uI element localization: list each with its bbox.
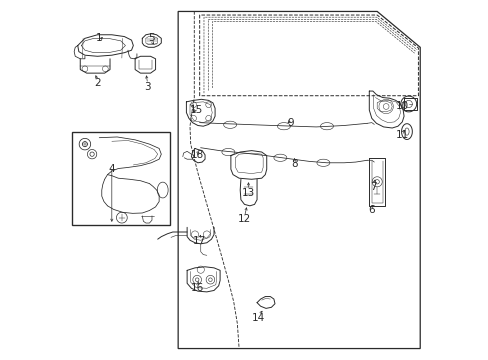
Bar xyxy=(72,132,170,225)
Text: 12: 12 xyxy=(237,215,251,224)
Text: 3: 3 xyxy=(144,82,151,92)
Text: 8: 8 xyxy=(291,159,297,169)
Text: 10: 10 xyxy=(395,102,408,112)
Text: 16: 16 xyxy=(191,283,204,293)
Text: 9: 9 xyxy=(287,118,294,128)
Text: 13: 13 xyxy=(241,188,254,198)
Text: 1: 1 xyxy=(96,33,102,43)
Text: 5: 5 xyxy=(148,33,154,43)
Text: 15: 15 xyxy=(189,105,203,115)
Text: 17: 17 xyxy=(193,236,206,246)
Text: 4: 4 xyxy=(108,164,115,174)
Text: 7: 7 xyxy=(369,182,376,192)
Polygon shape xyxy=(178,12,419,348)
Text: 18: 18 xyxy=(191,150,204,160)
Text: 14: 14 xyxy=(252,313,265,323)
Text: 6: 6 xyxy=(368,206,374,216)
Text: 11: 11 xyxy=(395,130,408,140)
Text: 2: 2 xyxy=(94,78,101,88)
